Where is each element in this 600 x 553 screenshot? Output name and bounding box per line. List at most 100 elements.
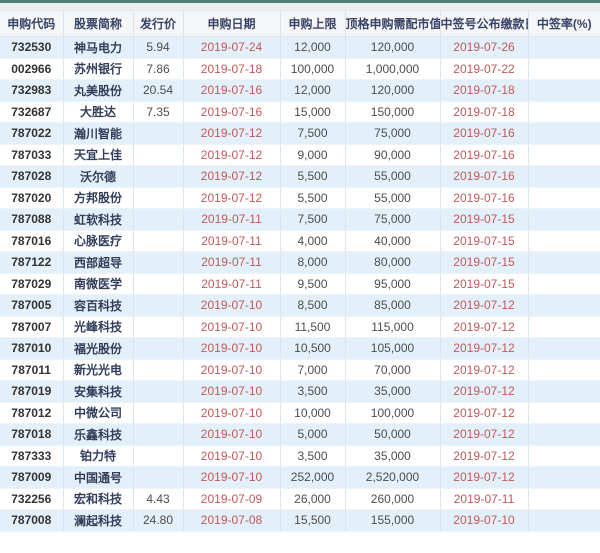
column-header-required-market-value: 顶格申购需配市值 [345,10,441,37]
cell-name: 新光光电 [63,359,134,381]
cell-rate [528,208,600,231]
cell-sub_date: 2019-07-10 [183,359,281,381]
cell-name: 中微公司 [63,402,134,424]
column-header-stock-name: 股票简称 [63,10,134,37]
cell-name: 虹软科技 [63,208,134,231]
cell-rate [528,251,600,274]
cell-sub_date: 2019-07-10 [183,337,281,360]
cell-sub_date: 2019-07-12 [183,165,281,188]
cell-rate [528,36,600,59]
cell-market_value: 2,520,000 [345,466,441,489]
cell-name: 西部超导 [63,251,134,274]
cell-announce_date: 2019-07-12 [440,445,529,467]
cell-code: 787007 [0,316,64,338]
cell-sub_date: 2019-07-16 [183,79,281,102]
cell-code: 732256 [0,488,64,510]
cell-market_value: 75,000 [345,208,441,231]
cell-announce_date: 2019-07-26 [440,36,529,59]
cell-rate [528,445,600,467]
cell-rate [528,423,600,446]
cell-name: 丸美股份 [63,79,134,102]
cell-limit: 5,500 [280,165,346,188]
cell-price [133,273,184,295]
table-header: 申购代码 股票简称 发行价 申购日期 申购上限 顶格申购需配市值 中签号公布缴款… [0,10,600,37]
cell-price [133,122,184,145]
cell-code: 787028 [0,165,64,188]
ipo-table-body: 732530 神马电力 5.94 2019-07-24 12,000 120,000 201… [0,36,600,532]
cell-announce_date: 2019-07-15 [440,208,529,231]
cell-announce_date: 2019-07-18 [440,79,529,102]
cell-market_value: 100,000 [345,402,441,424]
cell-market_value: 55,000 [345,187,441,209]
cell-sub_date: 2019-07-11 [183,273,281,295]
cell-limit: 9,500 [280,273,346,295]
table-row: 787007 光峰科技 2019-07-10 11,500 115,000 2019-07… [0,316,600,338]
table-row: 732530 神马电力 5.94 2019-07-24 12,000 120,000 201… [0,36,600,59]
cell-name: 乐鑫科技 [63,423,134,446]
cell-code: 787018 [0,423,64,446]
cell-limit: 26,000 [280,488,346,510]
cell-market_value: 105,000 [345,337,441,360]
cell-code: 787005 [0,294,64,317]
cell-sub_date: 2019-07-08 [183,509,281,532]
cell-limit: 8,500 [280,294,346,317]
cell-name: 天宜上佳 [63,144,134,166]
cell-rate [528,144,600,166]
cell-code: 787012 [0,402,64,424]
cell-limit: 15,000 [280,101,346,123]
cell-name: 福光股份 [63,337,134,360]
cell-code: 732687 [0,101,64,123]
cell-sub_date: 2019-07-12 [183,187,281,209]
cell-rate [528,316,600,338]
cell-price [133,402,184,424]
cell-market_value: 155,000 [345,509,441,532]
cell-sub_date: 2019-07-10 [183,423,281,446]
table-row: 787088 虹软科技 2019-07-11 7,500 75,000 2019-07-1… [0,208,600,231]
cell-sub_date: 2019-07-18 [183,58,281,80]
table-row: 787020 方邦股份 2019-07-12 5,500 55,000 2019-07-1… [0,187,600,209]
cell-market_value: 120,000 [345,36,441,59]
cell-price [133,294,184,317]
cell-name: 沃尔德 [63,165,134,188]
cell-code: 732983 [0,79,64,102]
table-row: 732983 丸美股份 20.54 2019-07-16 12,000 120,000 20… [0,79,600,102]
column-header-winning-rate: 中签率(%) [528,10,600,37]
cell-code: 787029 [0,273,64,295]
cell-limit: 100,000 [280,58,346,80]
cell-name: 安集科技 [63,380,134,403]
table-row: 787008 澜起科技 24.80 2019-07-08 15,500 155,000 20… [0,509,600,532]
cell-price: 24.80 [133,509,184,532]
cell-code: 787088 [0,208,64,231]
cell-name: 神马电力 [63,36,134,59]
cell-name: 宏和科技 [63,488,134,510]
cell-name: 心脉医疗 [63,230,134,252]
table-row: 787018 乐鑫科技 2019-07-10 5,000 50,000 2019-07-1… [0,423,600,446]
cell-price [133,337,184,360]
table-row: 787005 容百科技 2019-07-10 8,500 85,000 2019-07-1… [0,294,600,317]
table-row: 787009 中国通号 2019-07-10 252,000 2,520,000 2019… [0,466,600,489]
cell-market_value: 80,000 [345,251,441,274]
cell-limit: 12,000 [280,36,346,59]
cell-limit: 3,500 [280,445,346,467]
cell-limit: 5,500 [280,187,346,209]
table-row: 787016 心脉医疗 2019-07-11 4,000 40,000 2019-07-1… [0,230,600,252]
cell-price [133,251,184,274]
cell-limit: 7,000 [280,359,346,381]
cell-rate [528,122,600,145]
cell-limit: 4,000 [280,230,346,252]
cell-rate [528,79,600,102]
cell-announce_date: 2019-07-16 [440,165,529,188]
cell-announce_date: 2019-07-16 [440,144,529,166]
cell-limit: 8,000 [280,251,346,274]
top-accent-bar [0,0,600,3]
column-header-code: 申购代码 [0,10,64,37]
table-row: 732687 大胜达 7.35 2019-07-16 15,000 150,000 2019… [0,101,600,123]
cell-rate [528,359,600,381]
cell-name: 中国通号 [63,466,134,489]
table-row: 787029 南微医学 2019-07-11 9,500 95,000 2019-07-1… [0,273,600,295]
cell-price [133,230,184,252]
cell-announce_date: 2019-07-12 [440,466,529,489]
cell-price [133,380,184,403]
table-row: 787022 瀚川智能 2019-07-12 7,500 75,000 2019-07-1… [0,122,600,145]
cell-sub_date: 2019-07-11 [183,230,281,252]
